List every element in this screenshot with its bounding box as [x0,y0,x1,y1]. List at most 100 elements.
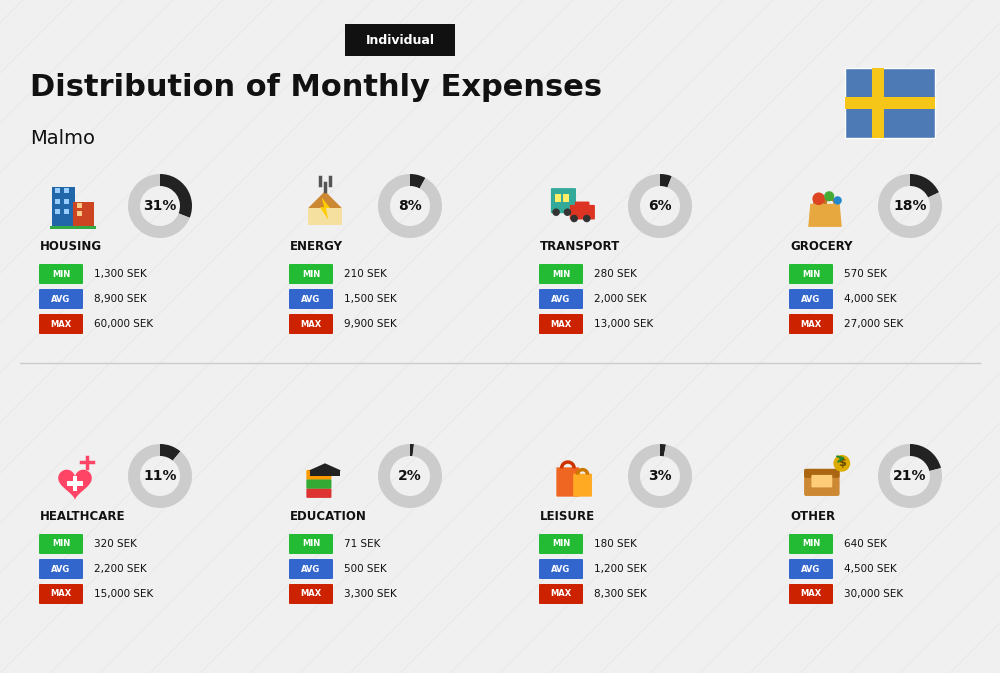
Text: 31%: 31% [143,199,177,213]
FancyBboxPatch shape [573,474,592,497]
Polygon shape [309,463,341,476]
FancyBboxPatch shape [289,559,333,579]
Wedge shape [128,444,192,508]
Text: Distribution of Monthly Expenses: Distribution of Monthly Expenses [30,73,602,102]
FancyBboxPatch shape [77,211,82,217]
FancyBboxPatch shape [67,481,83,485]
FancyBboxPatch shape [811,475,832,487]
FancyBboxPatch shape [289,534,333,554]
Wedge shape [628,174,692,238]
Text: AVG: AVG [551,295,571,304]
Circle shape [824,191,834,201]
FancyBboxPatch shape [55,188,60,193]
Circle shape [564,209,571,216]
Text: 640 SEK: 640 SEK [844,539,887,549]
FancyBboxPatch shape [310,470,340,476]
Wedge shape [910,444,941,471]
Wedge shape [878,174,942,238]
Text: MAX: MAX [800,320,822,328]
Circle shape [552,209,560,216]
Polygon shape [320,197,330,220]
Text: GROCERY: GROCERY [790,240,852,252]
Wedge shape [660,174,672,187]
Text: MIN: MIN [802,540,820,548]
Wedge shape [910,174,939,197]
Wedge shape [410,444,414,456]
FancyBboxPatch shape [39,264,83,284]
Text: MAX: MAX [300,320,322,328]
Text: 500 SEK: 500 SEK [344,564,387,574]
Text: MAX: MAX [50,320,72,328]
Text: MAX: MAX [550,590,572,598]
FancyBboxPatch shape [539,289,583,309]
Text: 8,300 SEK: 8,300 SEK [594,589,647,599]
FancyBboxPatch shape [306,489,331,498]
FancyBboxPatch shape [306,470,331,479]
FancyBboxPatch shape [555,194,561,202]
Text: HOUSING: HOUSING [40,240,102,252]
FancyBboxPatch shape [539,559,583,579]
Wedge shape [160,444,180,460]
Text: 13,000 SEK: 13,000 SEK [594,319,653,329]
FancyBboxPatch shape [64,188,69,193]
Text: Individual: Individual [366,34,434,46]
Text: 4,500 SEK: 4,500 SEK [844,564,897,574]
FancyBboxPatch shape [845,68,935,138]
Text: MAX: MAX [50,590,72,598]
Text: 2,200 SEK: 2,200 SEK [94,564,147,574]
Text: MIN: MIN [552,269,570,279]
Text: 4,000 SEK: 4,000 SEK [844,294,897,304]
Text: AVG: AVG [801,565,821,573]
Text: 6%: 6% [648,199,672,213]
Text: AVG: AVG [51,295,71,304]
Wedge shape [660,444,666,456]
FancyBboxPatch shape [289,264,333,284]
Text: AVG: AVG [301,295,321,304]
Text: 8%: 8% [398,199,422,213]
FancyBboxPatch shape [289,289,333,309]
Circle shape [812,192,825,205]
Text: AVG: AVG [51,565,71,573]
FancyBboxPatch shape [64,209,69,214]
Text: MAX: MAX [800,590,822,598]
Wedge shape [378,444,442,508]
Polygon shape [308,191,342,225]
FancyBboxPatch shape [551,188,576,213]
FancyBboxPatch shape [39,584,83,604]
FancyBboxPatch shape [39,559,83,579]
FancyBboxPatch shape [804,469,840,478]
FancyBboxPatch shape [289,584,333,604]
FancyBboxPatch shape [539,314,583,334]
FancyBboxPatch shape [789,534,833,554]
Text: 320 SEK: 320 SEK [94,539,137,549]
Circle shape [833,455,850,472]
Text: 2,000 SEK: 2,000 SEK [594,294,647,304]
FancyBboxPatch shape [345,24,455,56]
FancyBboxPatch shape [556,467,579,497]
Text: AVG: AVG [801,295,821,304]
Text: MIN: MIN [52,540,70,548]
Text: $: $ [838,458,846,468]
Text: MIN: MIN [302,269,320,279]
Wedge shape [878,444,942,508]
Text: Malmo: Malmo [30,129,95,147]
Text: MIN: MIN [552,540,570,548]
Text: 30,000 SEK: 30,000 SEK [844,589,903,599]
Text: MAX: MAX [300,590,322,598]
Text: MAX: MAX [550,320,572,328]
Wedge shape [378,174,442,238]
FancyBboxPatch shape [73,202,94,229]
FancyBboxPatch shape [789,289,833,309]
Circle shape [833,197,842,205]
FancyBboxPatch shape [50,226,96,229]
FancyBboxPatch shape [64,199,69,204]
Wedge shape [160,174,192,218]
Text: 18%: 18% [893,199,927,213]
Wedge shape [128,174,190,238]
Text: 1,200 SEK: 1,200 SEK [594,564,647,574]
Text: 180 SEK: 180 SEK [594,539,637,549]
FancyBboxPatch shape [539,264,583,284]
Text: ENERGY: ENERGY [290,240,343,252]
Text: 15,000 SEK: 15,000 SEK [94,589,153,599]
Text: 2%: 2% [398,469,422,483]
